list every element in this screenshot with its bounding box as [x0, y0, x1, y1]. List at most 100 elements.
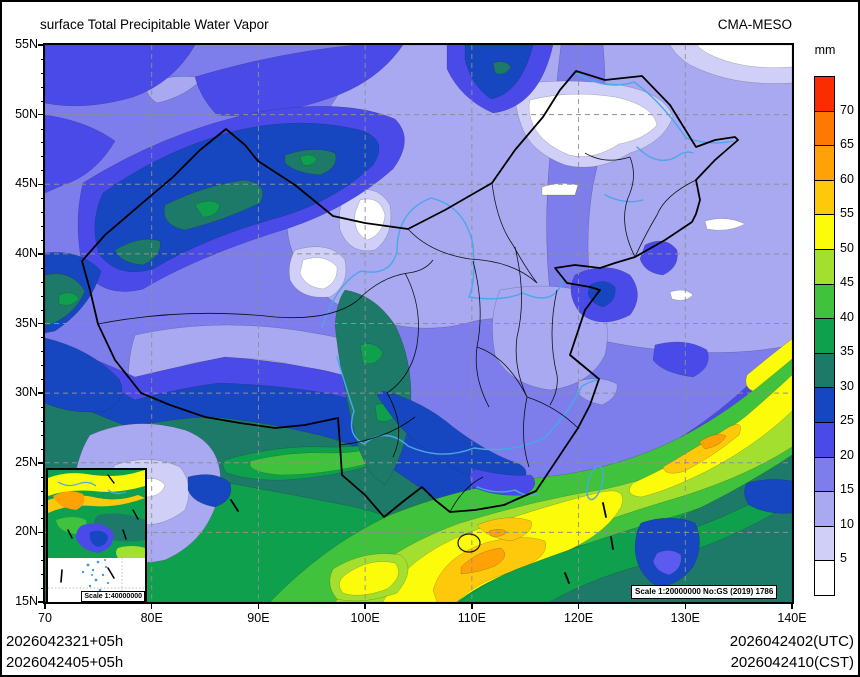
colorbar-tick-label: 50: [840, 240, 854, 255]
lat-major-tick: [38, 183, 45, 185]
lat-major-tick: [38, 462, 45, 464]
colorbar-tick-label: 70: [840, 102, 854, 117]
lat-minor-tick: [41, 337, 45, 339]
lon-major-tick: [791, 602, 793, 609]
map-svg: [45, 45, 792, 602]
lat-minor-tick: [41, 365, 45, 367]
colorbar-cell: [815, 318, 834, 353]
lat-axis-label: 25N: [15, 454, 38, 469]
lat-minor-tick: [41, 142, 45, 144]
lat-minor-tick: [41, 170, 45, 172]
lat-minor-tick: [41, 434, 45, 436]
lat-minor-tick: [41, 588, 45, 590]
colorbar-cell: [815, 456, 834, 492]
colorbar-tick-label: 35: [840, 344, 854, 359]
lat-minor-tick: [41, 86, 45, 88]
lat-axis-label: 35N: [15, 315, 38, 330]
lon-axis-label: 90E: [247, 611, 270, 625]
lat-minor-tick: [41, 309, 45, 311]
lon-axis-label: 120E: [563, 611, 594, 625]
colorbar-cell: [815, 145, 834, 180]
lat-minor-tick: [41, 212, 45, 214]
lat-axis-label: 30N: [15, 385, 38, 400]
map-scale-note: Scale 1:20000000 No:GS (2019) 1786: [631, 585, 778, 599]
lon-axis-label: 70: [38, 611, 52, 625]
colorbar-tick-label: 10: [840, 516, 854, 531]
colorbar-tick-label: 60: [840, 171, 854, 186]
songhua-river: [636, 146, 694, 161]
valid-time-cst: 2026042410(CST): [730, 654, 854, 671]
lat-major-tick: [38, 113, 45, 116]
taiwan-outline: [586, 465, 604, 501]
lat-axis-label: 50N: [15, 106, 38, 121]
colorbar: [814, 76, 835, 596]
lat-minor-tick: [41, 574, 45, 576]
valid-time-utc: 2026042402(UTC): [729, 633, 854, 650]
colorbar-cell: [815, 352, 834, 388]
inset-scale-note: Scale 1:40000000: [81, 591, 145, 602]
lon-major-tick: [364, 602, 366, 609]
lat-minor-tick: [41, 226, 45, 228]
colorbar-cell: [815, 179, 834, 215]
lat-major-tick: [38, 392, 45, 394]
lat-minor-tick: [41, 504, 45, 506]
lat-axis-label: 20N: [15, 524, 38, 539]
lat-axis-label: 55N: [15, 37, 38, 51]
colorbar-cell: [815, 387, 834, 422]
colorbar-cell: [815, 110, 834, 146]
lat-major-tick: [38, 253, 45, 255]
lat-major-tick: [38, 531, 45, 534]
lon-major-tick: [684, 602, 687, 609]
lat-minor-tick: [41, 546, 45, 548]
colorbar-tick-label: 45: [840, 275, 854, 290]
lat-minor-tick: [41, 448, 45, 450]
lat-minor-tick: [41, 58, 45, 60]
lon-axis-label: 140E: [777, 611, 807, 625]
colorbar-cell: [815, 283, 834, 319]
colorbar-tick-label: 20: [840, 447, 854, 462]
colorbar-tick-label: 55: [840, 206, 854, 221]
lon-major-tick: [44, 602, 46, 609]
lat-minor-tick: [41, 156, 45, 158]
colorbar-cell: [815, 491, 834, 526]
colorbar-cell: [815, 560, 834, 595]
lon-major-tick: [150, 602, 153, 609]
lat-minor-tick: [41, 379, 45, 381]
pearl-river: [476, 486, 539, 497]
yangtze-river: [336, 356, 598, 455]
lat-minor-tick: [41, 100, 45, 102]
lon-axis-label: 110E: [457, 611, 486, 625]
lat-minor-tick: [41, 72, 45, 74]
lon-axis-label: 80E: [140, 611, 163, 625]
lat-minor-tick: [41, 407, 45, 409]
lat-minor-tick: [41, 239, 45, 241]
yellow-river: [321, 197, 563, 328]
lat-minor-tick: [41, 267, 45, 269]
hainan-outline: [457, 533, 481, 553]
model-name: CMA-MESO: [717, 17, 792, 32]
colorbar-cell: [815, 77, 834, 111]
lat-minor-tick: [41, 476, 45, 478]
lat-axis-label: 45N: [15, 176, 38, 191]
china-border: [81, 70, 739, 518]
lon-major-tick: [471, 602, 473, 609]
lat-major-tick: [38, 44, 45, 46]
forecast-init-utc: 2026042321+05h: [6, 633, 124, 650]
lat-minor-tick: [41, 295, 45, 297]
lat-minor-tick: [41, 490, 45, 492]
lat-minor-tick: [41, 198, 45, 200]
province-borders: [97, 152, 697, 553]
lon-major-tick: [577, 602, 580, 609]
lon-axis-label: 130E: [670, 611, 700, 625]
page-title: surface Total Precipitable Water Vapor: [40, 17, 269, 32]
colorbar-tick-label: 5: [840, 551, 847, 566]
lat-minor-tick: [41, 560, 45, 562]
colorbar-tick-label: 15: [840, 482, 854, 497]
forecast-init-cst: 2026042405+05h: [6, 654, 124, 671]
lat-minor-tick: [41, 128, 45, 130]
lat-minor-tick: [41, 281, 45, 283]
colorbar-unit-label: mm: [814, 43, 836, 57]
colorbar-tick-label: 65: [840, 137, 854, 152]
colorbar-cell: [815, 214, 834, 249]
